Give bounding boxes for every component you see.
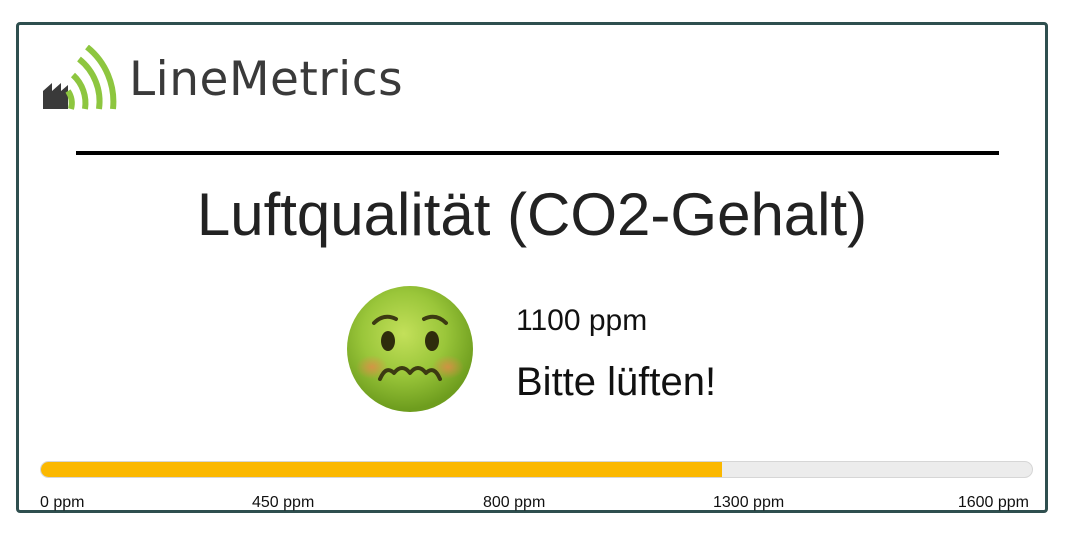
nauseated-face-icon bbox=[347, 286, 473, 412]
linemetrics-factory-signal-icon bbox=[43, 45, 117, 110]
gauge-tick-label: 450 ppm bbox=[252, 494, 315, 511]
brand-logo: LineMetrics bbox=[41, 45, 403, 115]
co2-card: LineMetrics Luftqualität (CO2-Gehalt) 11… bbox=[16, 22, 1048, 513]
co2-gauge-fill bbox=[41, 462, 722, 477]
gauge-tick-label: 800 ppm bbox=[483, 494, 546, 511]
page-title: Luftqualität (CO2-Gehalt) bbox=[196, 181, 868, 248]
co2-gauge-track bbox=[40, 461, 1033, 478]
gauge-tick-label: 1600 ppm bbox=[957, 494, 1029, 511]
brand-name: LineMetrics bbox=[129, 52, 404, 107]
status-message: Bitte lüften! bbox=[516, 360, 717, 404]
co2-reading: 1100 ppm bbox=[516, 304, 648, 337]
gauge-tick-label: 1300 ppm bbox=[713, 494, 785, 511]
header-divider bbox=[76, 151, 999, 155]
gauge-tick-label: 0 ppm bbox=[40, 494, 85, 511]
